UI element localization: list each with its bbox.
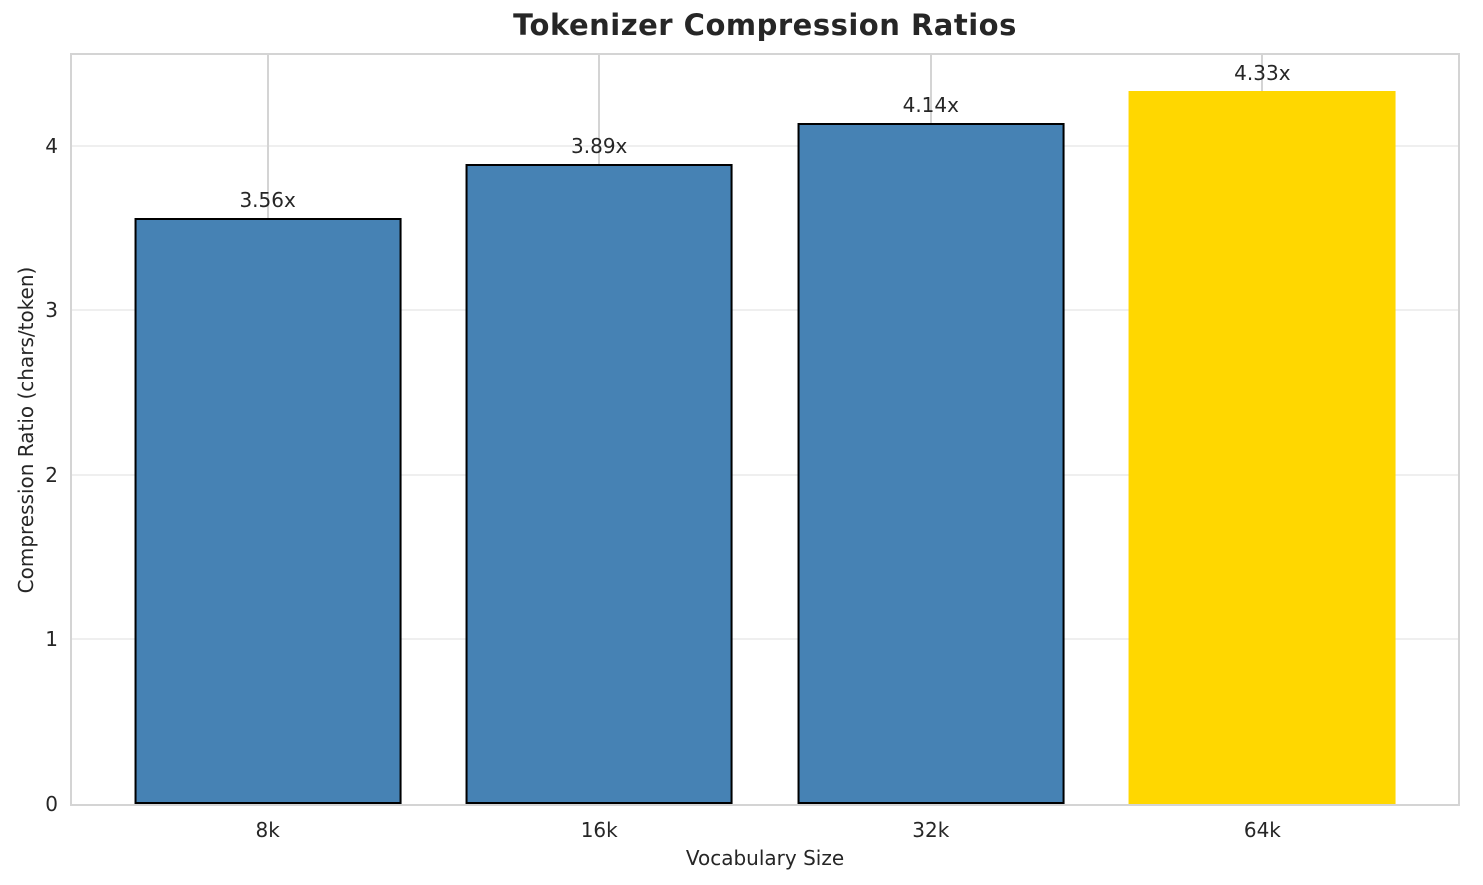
x-tick-label-32k: 32k bbox=[912, 818, 950, 842]
plot-area: 0 1 2 3 4 3.56x 8k 3.89x 16k 4.14x 32k 4.33x 64k bbox=[45, 53, 1460, 842]
gridline-y-3 bbox=[72, 309, 1458, 312]
x-tick-label-16k: 16k bbox=[580, 818, 618, 842]
gridline-y-1 bbox=[72, 638, 1458, 641]
bar-value-label-64k: 4.33x bbox=[1234, 61, 1291, 86]
x-tick-label-8k: 8k bbox=[255, 818, 280, 842]
gridline-y-2 bbox=[72, 473, 1458, 476]
bar-32k bbox=[797, 122, 1065, 804]
gridline-y-4 bbox=[72, 144, 1458, 147]
y-axis-label: Compression Ratio (chars/token) bbox=[14, 266, 38, 594]
bar-16k bbox=[465, 163, 733, 804]
y-tick-label-0: 0 bbox=[45, 792, 58, 816]
y-tick-label-4: 4 bbox=[45, 133, 58, 158]
bar-value-label-16k: 3.89x bbox=[571, 133, 628, 158]
x-tick-label-64k: 64k bbox=[1243, 818, 1281, 842]
y-tick-label-1: 1 bbox=[45, 627, 58, 652]
bar-8k bbox=[134, 217, 402, 804]
bar-value-label-32k: 4.14x bbox=[902, 92, 959, 117]
y-tick-label-3: 3 bbox=[45, 298, 58, 323]
bar-value-label-8k: 3.56x bbox=[239, 187, 296, 212]
chart-title: Tokenizer Compression Ratios bbox=[513, 8, 1017, 42]
bar-64k bbox=[1128, 91, 1396, 804]
y-tick-label-2: 2 bbox=[45, 462, 58, 487]
x-axis-label: Vocabulary Size bbox=[685, 846, 845, 870]
